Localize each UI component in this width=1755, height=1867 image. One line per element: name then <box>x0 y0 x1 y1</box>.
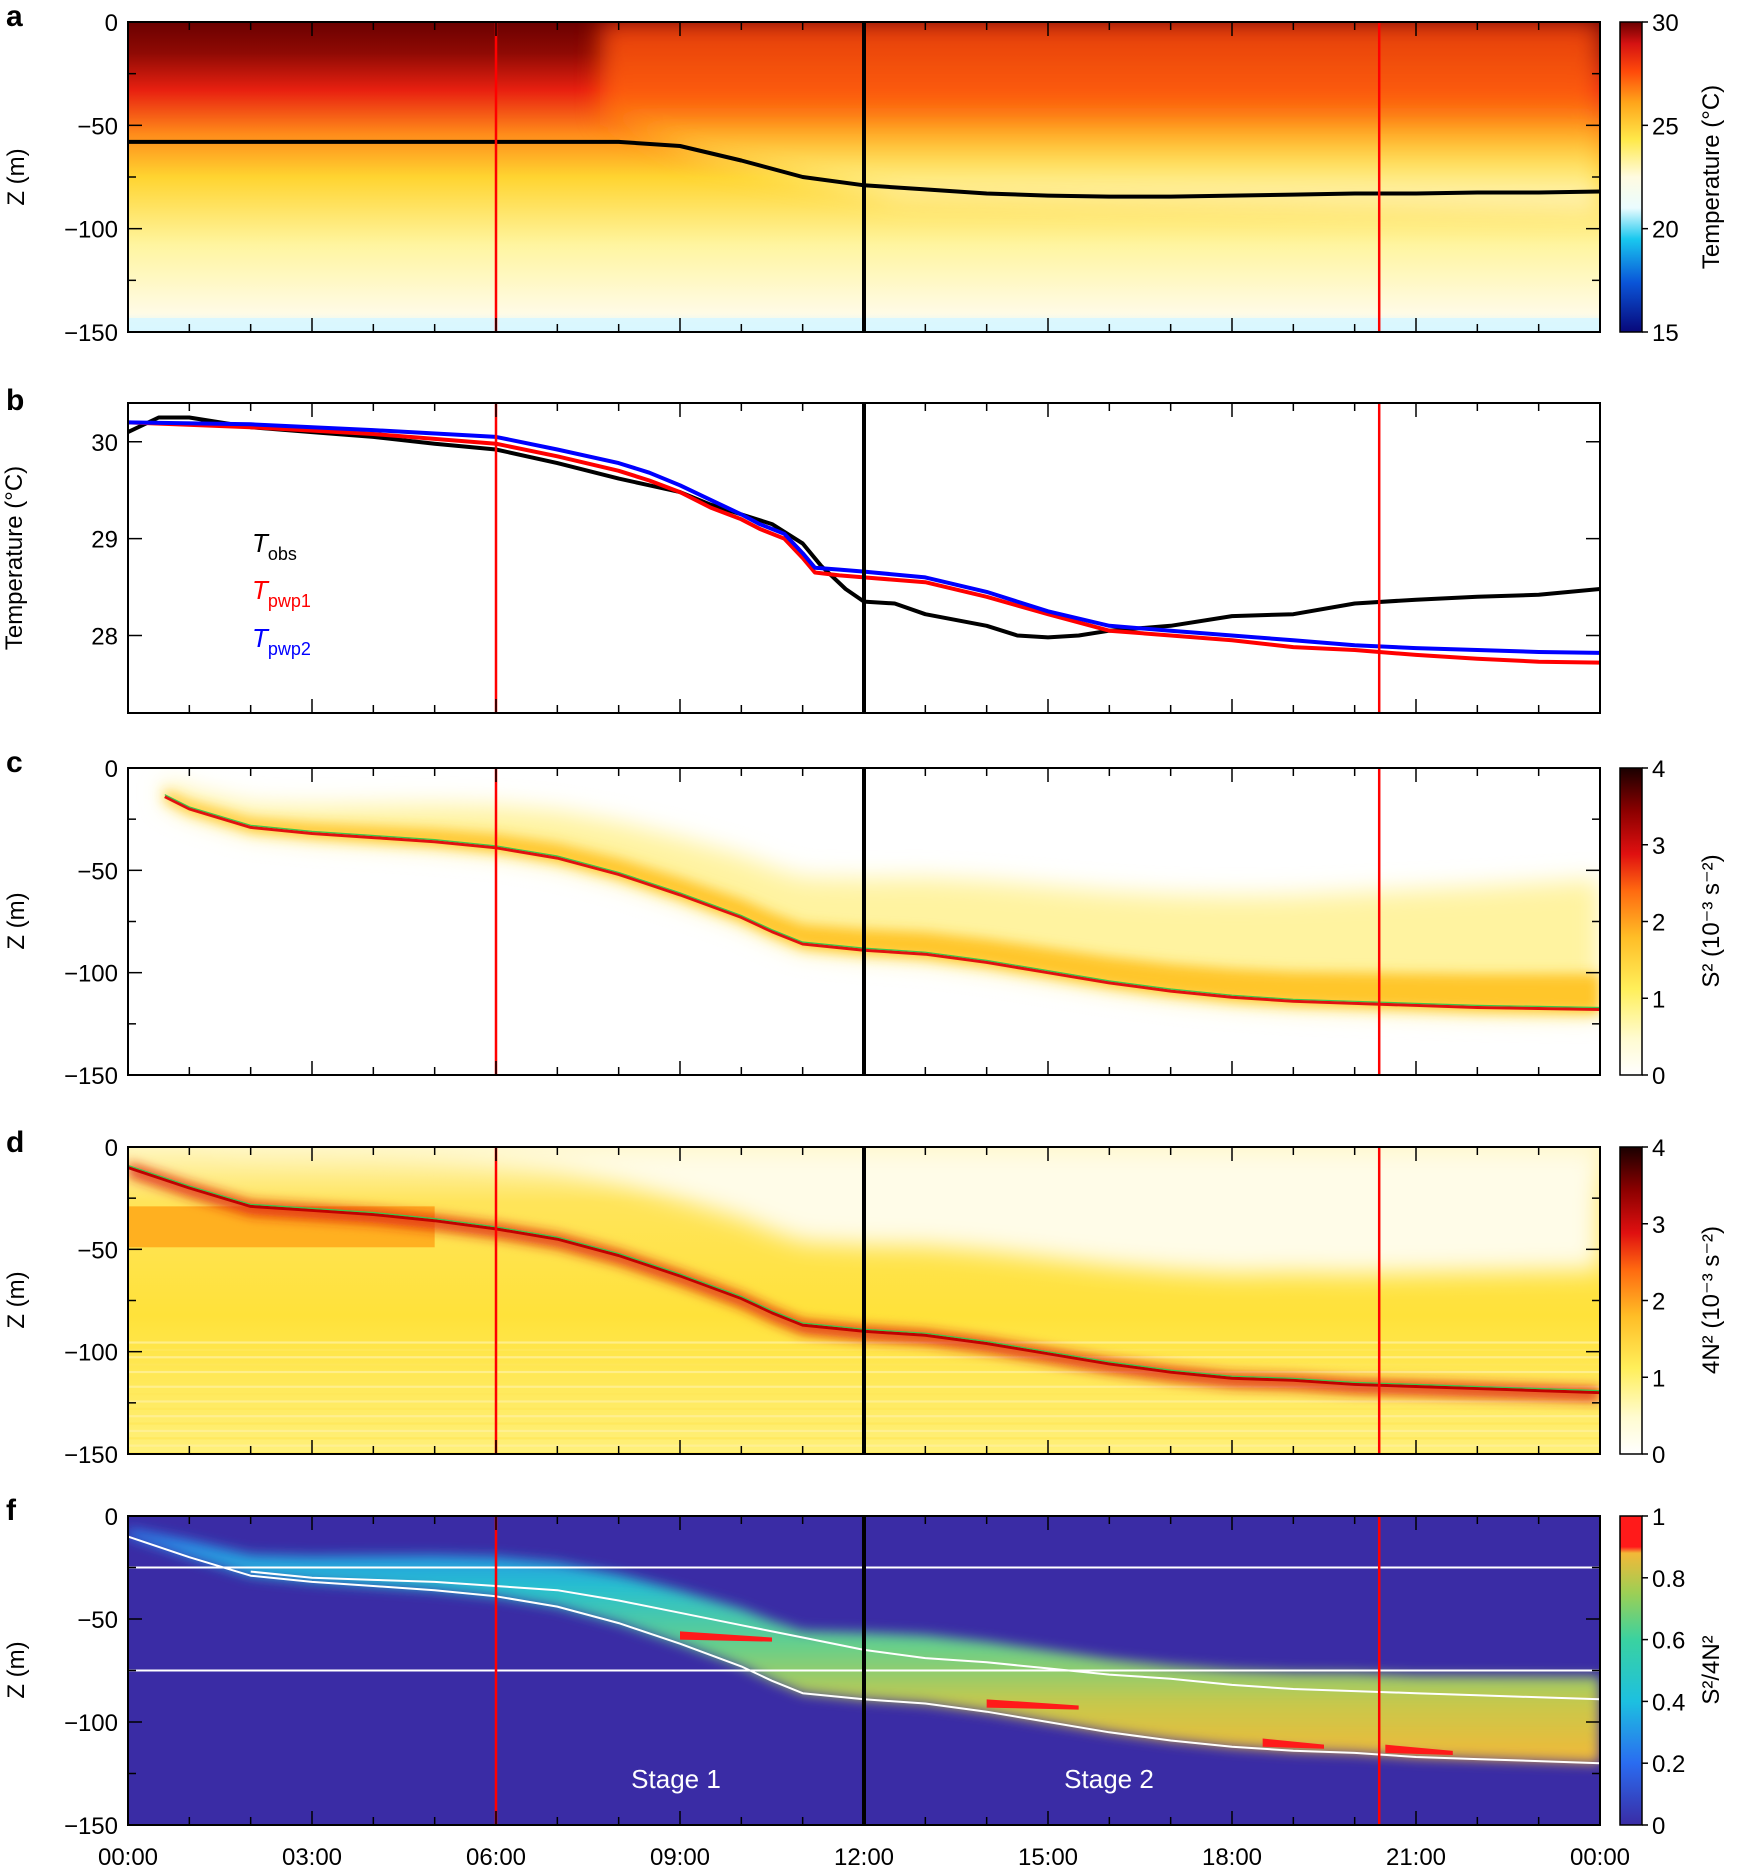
f-series-ratio-contour <box>250 1570 1600 1701</box>
y-tick-label: −50 <box>77 858 118 885</box>
colorbar-tick-label: 3 <box>1652 833 1665 860</box>
panel-c: c 0 −50 −100 −150 Z (m) 4 3 2 1 0 S² (10⁻³ s⁻²) <box>3 746 1725 1090</box>
x-axis-tick-labels: 00:00 03:00 06:00 09:00 12:00 15:00 18:00 21:00… <box>98 1844 1630 1867</box>
critical-ratio-patch <box>680 1631 772 1642</box>
colorbar-tick-label: 0 <box>1652 1063 1665 1090</box>
colorbar-tick-label: 4 <box>1652 1135 1665 1162</box>
panel-d-colorbar-label: 4N² (10⁻³ s⁻²) <box>1698 1226 1725 1374</box>
y-tick-label: −150 <box>64 1063 118 1090</box>
panel-a-letter: a <box>6 0 23 33</box>
panel-c-colorbar: 4 3 2 1 0 S² (10⁻³ s⁻²) <box>1619 756 1725 1090</box>
panel-a: a 0 −50 −100 −150 Z (m) 30 25 20 15 Temperatur… <box>3 0 1725 347</box>
x-tick-label: 09:00 <box>650 1844 710 1867</box>
colorbar-tick-label: 0 <box>1652 1813 1665 1840</box>
panel-a-colorbar-label: Temperature (°C) <box>1698 85 1725 269</box>
y-tick-label: −100 <box>64 1340 118 1367</box>
panel-f-colorbar: 1 0.8 0.6 0.4 0.2 0 S²/4N² <box>1619 1504 1725 1840</box>
critical-ratio-patch <box>986 1699 1079 1710</box>
panel-c-letter: c <box>6 746 23 779</box>
legend-entry-t-obs: Tobs <box>252 528 297 564</box>
y-tick-label: −50 <box>77 113 118 140</box>
panel-b: b 30 29 28 Temperature (°C) Tobs Tpwp1 Tpw… <box>1 384 1601 714</box>
panel-c-ylabel: Z (m) <box>3 892 30 949</box>
x-tick-label: 00:00 <box>98 1844 158 1867</box>
d-series-stratification-maximum <box>128 1166 1600 1395</box>
b-series-t-pwp2 <box>128 420 1600 655</box>
colorbar-tick-label: 2 <box>1652 1289 1665 1316</box>
colorbar-tick-label: 4 <box>1652 756 1665 783</box>
colorbar-tick-label: 1 <box>1652 986 1665 1013</box>
c-series-shear-maximum <box>164 795 1600 1011</box>
y-tick-label: −150 <box>64 1442 118 1469</box>
panel-b-ylabel: Temperature (°C) <box>1 466 28 650</box>
y-tick-label: −100 <box>64 217 118 244</box>
c-contour-line <box>164 794 1600 1009</box>
colorbar-tick-label: 1 <box>1652 1365 1665 1392</box>
panel-a-colorbar: 30 25 20 15 Temperature (°C) <box>1619 10 1725 347</box>
colorbar-tick-label: 0.6 <box>1652 1628 1685 1655</box>
panel-b-letter: b <box>6 384 24 417</box>
colorbar-tick-label: 0 <box>1652 1442 1665 1469</box>
panel-d: d 0 −50 −100 −150 Z (m) 4 3 2 1 0 4N² (10⁻³ s⁻²… <box>3 1126 1725 1469</box>
colorbar-tick-label: 30 <box>1652 10 1679 37</box>
f-series-mixed-layer-base <box>128 1535 1600 1765</box>
x-tick-label: 12:00 <box>834 1844 894 1867</box>
panel-a-ylabel: Z (m) <box>3 148 30 205</box>
x-tick-label: 00:00 <box>1570 1844 1630 1867</box>
x-tick-label: 03:00 <box>282 1844 342 1867</box>
panel-d-colorbar: 4 3 2 1 0 4N² (10⁻³ s⁻²) <box>1619 1135 1725 1469</box>
colorbar-tick-label: 25 <box>1652 113 1679 140</box>
x-tick-label: 18:00 <box>1202 1844 1262 1867</box>
panel-f-colorbar-label: S²/4N² <box>1698 1635 1725 1704</box>
y-tick-label: −50 <box>77 1237 118 1264</box>
stage-2-label: Stage 2 <box>1064 1764 1154 1794</box>
y-tick-label: 0 <box>105 1504 118 1531</box>
panel-d-ylabel: Z (m) <box>3 1271 30 1328</box>
colorbar-tick-label: 15 <box>1652 320 1679 347</box>
panel-c-colorbar-label: S² (10⁻³ s⁻²) <box>1698 854 1725 987</box>
colorbar-tick-label: 0.8 <box>1652 1566 1685 1593</box>
panel-d-letter: d <box>6 1126 24 1159</box>
y-tick-label: 28 <box>91 624 118 651</box>
shear-core <box>164 789 1600 1014</box>
d-contour-line <box>128 1164 1600 1392</box>
panel-f-letter: f <box>6 1494 17 1527</box>
stage-1-label: Stage 1 <box>631 1764 721 1794</box>
colorbar-tick-label: 1 <box>1652 1504 1665 1531</box>
y-tick-label: −100 <box>64 1710 118 1737</box>
panel-f: f 0 −50 −100 −150 Z (m) Stage 1 Stage 2 1 0.… <box>3 1494 1725 1840</box>
y-tick-label: 29 <box>91 527 118 554</box>
colorbar-tick-label: 2 <box>1652 910 1665 937</box>
critical-ratio-patch <box>1262 1738 1324 1749</box>
colorbar-tick-label: 0.4 <box>1652 1689 1685 1716</box>
y-tick-label: −100 <box>64 961 118 988</box>
x-tick-label: 21:00 <box>1386 1844 1446 1867</box>
x-tick-label: 06:00 <box>466 1844 526 1867</box>
x-tick-label: 15:00 <box>1018 1844 1078 1867</box>
y-tick-label: 0 <box>105 756 118 783</box>
legend: Tobs Tpwp1 Tpwp2 <box>252 528 311 659</box>
y-tick-label: −50 <box>77 1607 118 1634</box>
y-tick-label: −150 <box>64 1813 118 1840</box>
b-series-t-pwp1 <box>128 420 1600 665</box>
colorbar-tick-label: 3 <box>1652 1212 1665 1239</box>
y-tick-label: 0 <box>105 10 118 37</box>
legend-entry-t-pwp2: Tpwp2 <box>252 623 311 659</box>
shear-field <box>164 781 1600 1016</box>
y-tick-label: 30 <box>91 430 118 457</box>
y-tick-label: 0 <box>105 1135 118 1162</box>
legend-entry-t-pwp1: Tpwp1 <box>252 575 311 611</box>
colorbar-tick-label: 20 <box>1652 217 1679 244</box>
panel-f-ylabel: Z (m) <box>3 1641 30 1698</box>
colorbar-tick-label: 0.2 <box>1652 1751 1685 1778</box>
critical-ratio-patch <box>1385 1744 1453 1755</box>
y-tick-label: −150 <box>64 320 118 347</box>
b-series-t-obs <box>128 415 1600 640</box>
